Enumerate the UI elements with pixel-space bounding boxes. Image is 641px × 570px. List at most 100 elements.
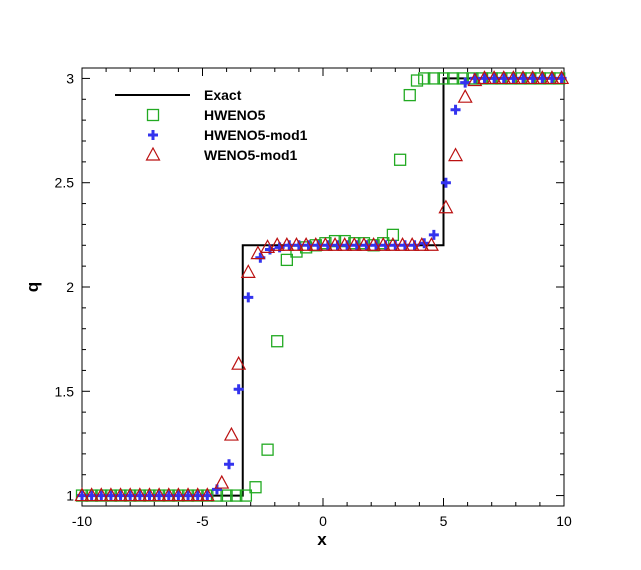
legend: Exact HWENO5 HWENO5-mod1 WENO5-mod1 [115,87,308,163]
data-point-hweno5 [446,72,460,85]
x-tick-label: 10 [556,513,572,529]
data-point-hweno5 [239,489,253,502]
data-point-weno5-mod1 [404,237,420,251]
data-point-hweno5-mod1 [440,177,451,188]
data-point-weno5-mod1 [141,487,157,502]
data-point-hweno5-mod1 [233,384,244,395]
data-point-weno5-mod1 [554,70,570,85]
data-point-weno5-mod1 [298,237,314,251]
legend-label-hweno5-mod1: HWENO5-mod1 [204,127,308,143]
legend-entry-hweno5-mod1: HWENO5-mod1 [148,127,308,143]
legend-label-exact: Exact [204,87,242,103]
x-tick-label: -10 [72,513,92,529]
series-exact [82,77,564,497]
data-point-weno5-mod1 [214,474,230,489]
series-layer [74,70,570,502]
data-point-weno5-mod1 [269,237,285,251]
data-point-weno5-mod1 [375,237,391,251]
data-point-weno5-mod1 [199,487,215,502]
x-tick-label: -5 [196,513,209,529]
series-line-exact [82,77,564,497]
legend-label-weno5-mod1: WENO5-mod1 [204,147,298,163]
series-hweno5 [75,72,566,502]
legend-label-hweno5: HWENO5 [204,107,266,123]
data-point-weno5-mod1 [337,237,353,251]
data-point-weno5-mod1 [240,264,256,278]
data-point-hweno5 [249,481,262,494]
data-point-weno5-mod1 [279,237,295,251]
data-point-weno5-mod1 [438,199,454,214]
data-point-weno5-mod1 [395,237,411,251]
legend-entry-weno5-mod1: WENO5-mod1 [145,146,298,163]
data-point-weno5-mod1 [457,88,473,103]
data-point-hweno5 [403,88,416,102]
data-point-hweno5-mod1 [428,229,439,240]
y-tick-label: 3 [66,70,74,86]
data-point-weno5-mod1 [423,237,439,251]
data-point-weno5-mod1 [170,487,186,502]
y-tick-label: 1.5 [55,383,75,399]
data-point-hweno5 [427,72,441,85]
series-weno5-mod1 [74,70,570,502]
data-point-weno5-mod1 [161,487,177,502]
data-point-hweno5 [410,74,424,87]
data-point-weno5-mod1 [308,237,324,251]
data-point-hweno5 [437,72,450,85]
data-point-hweno5-mod1 [450,104,461,115]
y-tick-label: 2.5 [55,175,75,191]
data-point-weno5-mod1 [113,487,129,502]
data-point-weno5-mod1 [190,487,206,502]
data-point-weno5-mod1 [231,355,247,370]
y-axis-title: q [23,282,42,292]
data-point-weno5-mod1 [74,487,90,502]
data-point-weno5-mod1 [346,237,362,251]
data-point-weno5-mod1 [317,237,333,251]
data-point-hweno5 [230,489,243,502]
data-point-hweno5 [386,228,400,242]
data-point-hweno5-mod1 [460,77,471,88]
legend-entry-exact: Exact [115,87,242,103]
data-point-weno5-mod1 [151,487,167,502]
data-point-weno5-mod1 [544,70,560,85]
legend-marker-hweno5-mod1 [148,130,158,140]
data-point-weno5-mod1 [476,70,492,85]
data-point-weno5-mod1 [288,237,304,251]
data-point-weno5-mod1 [414,237,430,251]
legend-marker-weno5-mod1 [145,146,161,161]
data-point-weno5-mod1 [103,487,119,502]
data-point-hweno5-mod1 [243,292,254,303]
data-point-weno5-mod1 [180,487,196,502]
data-point-hweno5 [261,443,274,456]
data-point-weno5-mod1 [327,237,343,251]
series-hweno5-mod1 [77,73,567,501]
data-point-weno5-mod1 [356,237,372,251]
axis-ticks: -10 -5 0 5 10 1 1.5 2 2.5 3 [55,68,572,529]
data-point-hweno5 [271,335,284,348]
data-point-weno5-mod1 [366,237,382,251]
data-point-weno5-mod1 [515,70,531,85]
data-point-weno5-mod1 [496,70,512,85]
legend-entry-hweno5: HWENO5 [146,107,266,123]
data-point-weno5-mod1 [122,487,138,502]
data-point-weno5-mod1 [223,426,239,441]
data-point-weno5-mod1 [260,239,276,253]
data-point-hweno5-mod1 [224,459,235,470]
data-point-weno5-mod1 [84,487,100,502]
data-point-weno5-mod1 [505,70,521,85]
data-point-weno5-mod1 [385,237,401,251]
data-point-hweno5 [418,72,431,85]
x-tick-label: 0 [319,513,327,529]
legend-marker-hweno5 [146,108,160,122]
data-point-weno5-mod1 [486,70,502,85]
data-point-weno5-mod1 [132,487,148,502]
data-point-weno5-mod1 [467,72,483,87]
data-point-weno5-mod1 [525,70,541,85]
x-tick-label: 5 [440,513,448,529]
x-axis-title: x [317,530,327,549]
data-point-hweno5 [280,253,294,267]
data-point-hweno5 [220,489,233,502]
y-tick-label: 1 [66,488,74,504]
y-tick-label: 2 [66,279,74,295]
data-point-hweno5 [393,153,407,166]
